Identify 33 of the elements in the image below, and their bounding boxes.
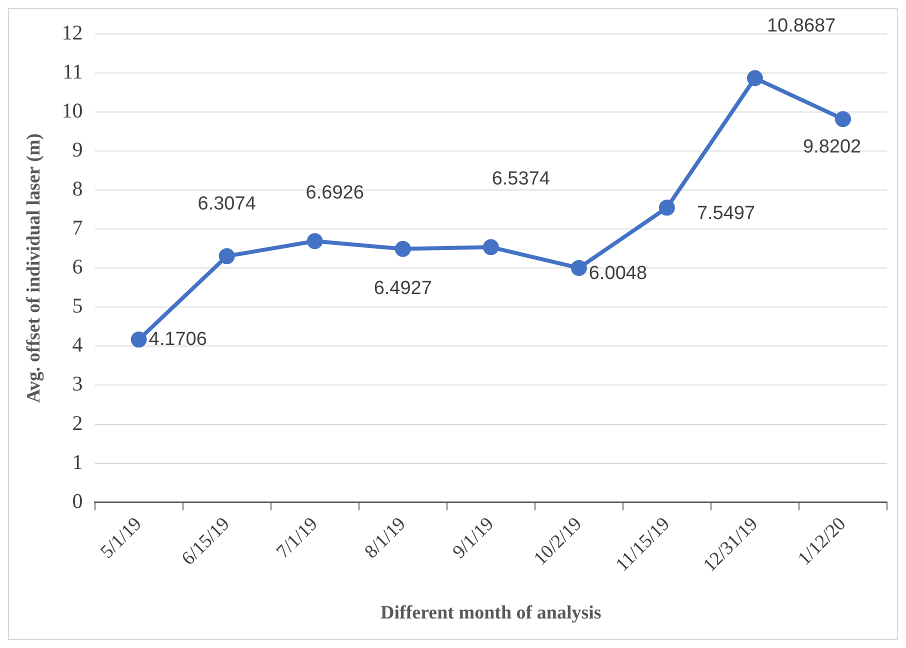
data-label: 6.3074: [198, 193, 256, 214]
data-label: 10.8687: [766, 15, 836, 36]
data-label: 4.1706: [148, 328, 207, 350]
y-tick-label: 11: [62, 60, 83, 84]
y-tick-label: 6: [72, 254, 83, 279]
y-tick-label: 9: [72, 138, 83, 162]
y-tick-label: 7: [72, 216, 83, 240]
point: [570, 260, 587, 276]
point: [834, 111, 851, 128]
point: [306, 233, 323, 250]
y-tick-label: 5: [72, 294, 83, 318]
point: [218, 248, 235, 264]
y-tick-label: 1: [72, 450, 83, 474]
y-tick-label: 2: [72, 410, 83, 435]
data-label: 6.0048: [588, 263, 648, 284]
data-label: 7.5497: [696, 202, 756, 224]
data-label: 6.6926: [306, 182, 364, 204]
y-tick-label: 0: [72, 488, 83, 513]
point: [394, 240, 411, 257]
data-label: 6.5374: [492, 168, 550, 190]
data-label: 9.8202: [802, 136, 862, 158]
y-tick-label: 10: [62, 98, 83, 123]
point: [658, 200, 675, 216]
point: [746, 70, 763, 86]
point: [482, 239, 499, 256]
y-axis-title: Avg. offset of individual laser (m): [23, 133, 44, 403]
point: [130, 332, 147, 348]
y-tick-label: 4: [72, 332, 84, 357]
y-tick-label: 12: [62, 20, 83, 45]
data-label: 6.4927: [374, 278, 432, 300]
y-tick-label: 8: [72, 176, 83, 201]
y-tick-label: 3: [72, 372, 83, 396]
x-axis-title: Different month of analysis: [380, 602, 602, 624]
